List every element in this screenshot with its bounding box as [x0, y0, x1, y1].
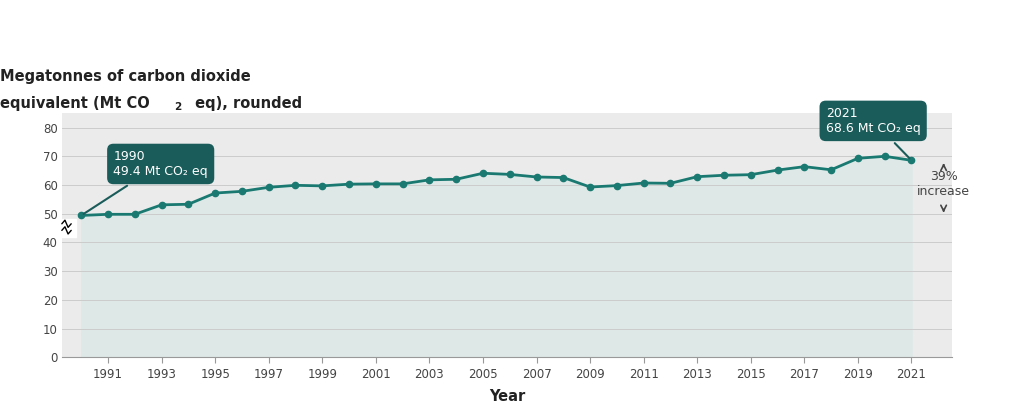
Text: 2021
68.6 Mt CO₂ eq: 2021 68.6 Mt CO₂ eq — [825, 107, 921, 158]
Bar — [62, 219, 76, 237]
Text: 2: 2 — [174, 102, 181, 112]
X-axis label: Year: Year — [488, 389, 525, 404]
Text: eq), rounded: eq), rounded — [190, 96, 302, 111]
Text: equivalent (Mt CO: equivalent (Mt CO — [0, 96, 150, 111]
Text: 39%
increase: 39% increase — [918, 170, 970, 198]
Text: Megatonnes of carbon dioxide: Megatonnes of carbon dioxide — [0, 69, 251, 84]
Text: 1990
49.4 Mt CO₂ eq: 1990 49.4 Mt CO₂ eq — [84, 150, 208, 214]
